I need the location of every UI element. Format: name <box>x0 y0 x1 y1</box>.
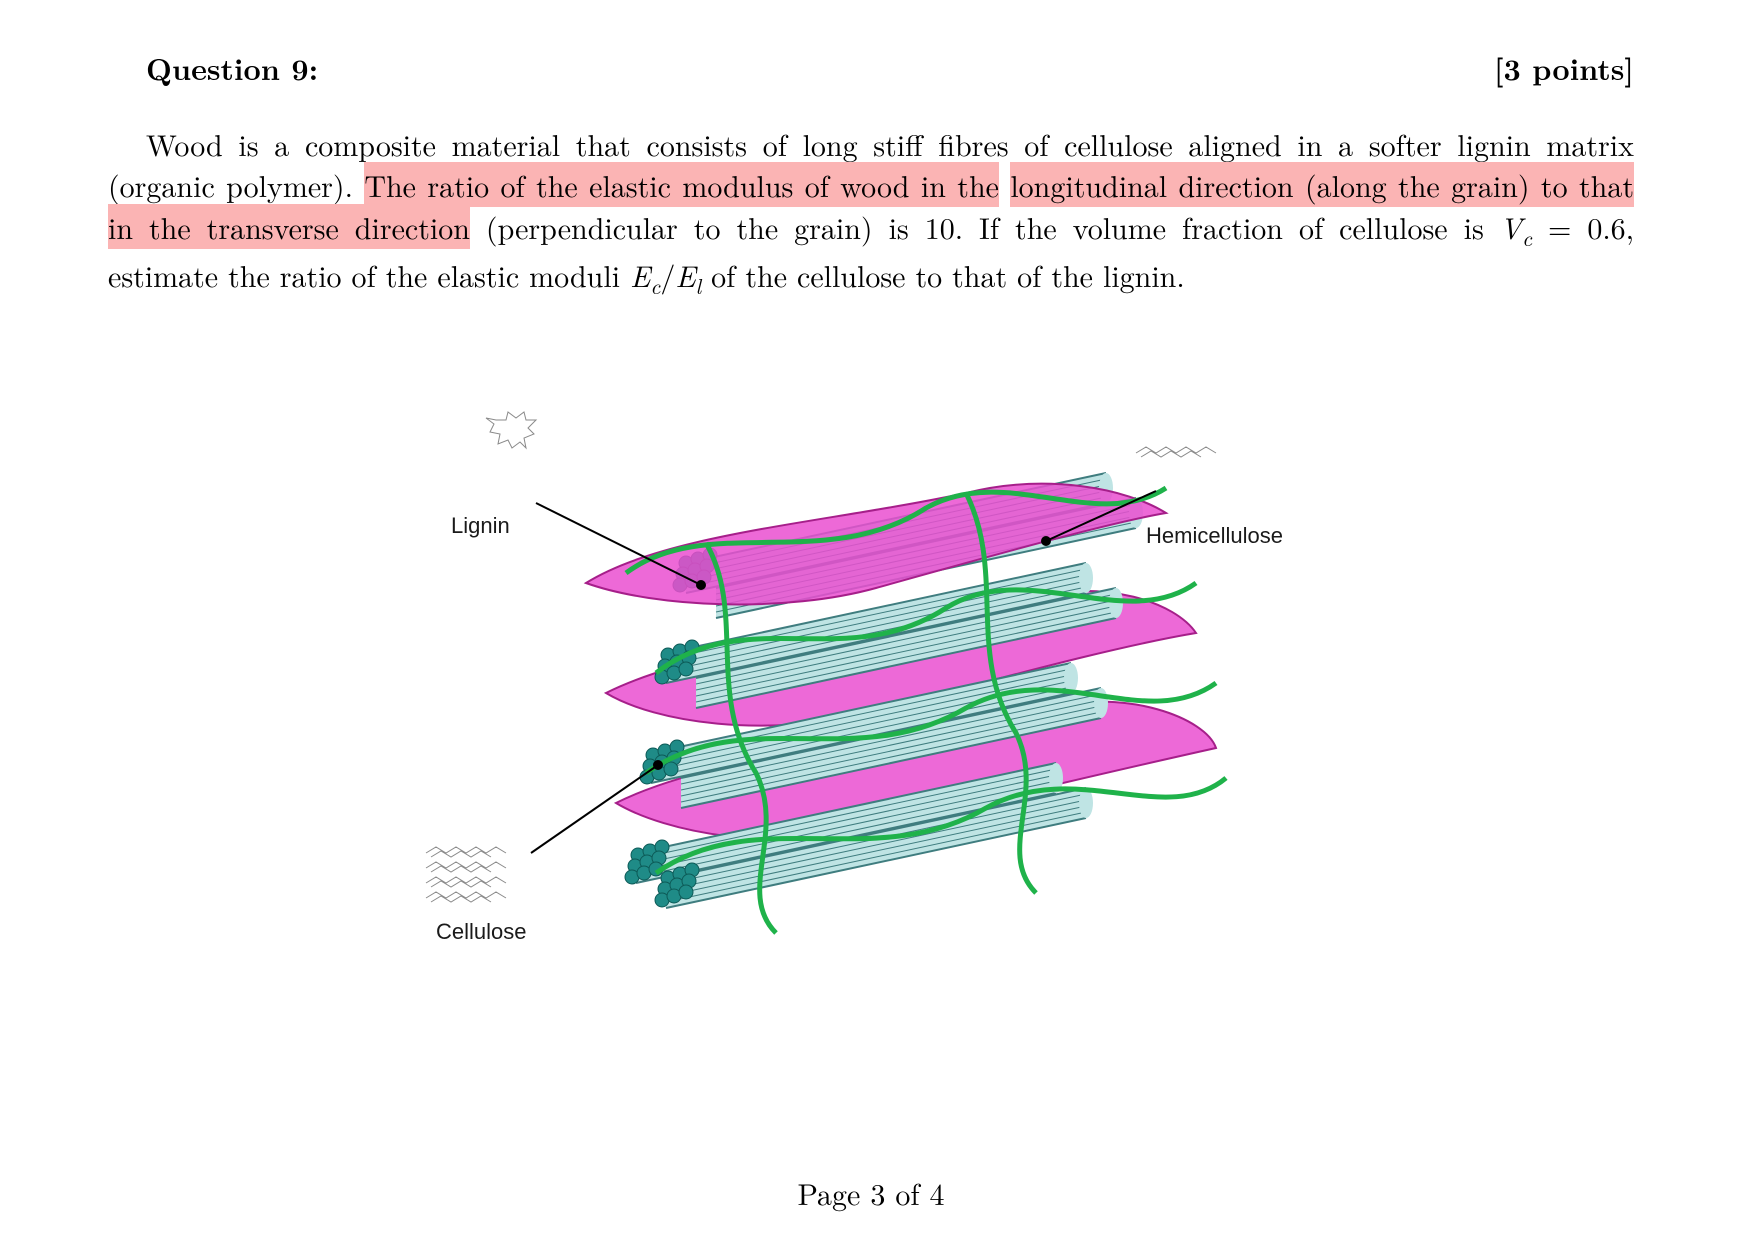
label-cellulose: Cellulose <box>436 919 527 944</box>
cellulose-molecule-icon <box>426 847 506 902</box>
slash: / <box>660 253 675 296</box>
page-footer: Page 3 of 4 <box>0 1171 1742 1214</box>
question-body: Wood is a composite material that consis… <box>108 123 1634 301</box>
sub-ec: c <box>650 271 660 301</box>
lignin-molecule-icon <box>486 412 536 448</box>
body-text-3: of the cellulose to that of the lignin. <box>701 253 1185 296</box>
question-header: Question 9: [3 points] <box>146 46 1634 89</box>
sub-vc: c <box>1522 223 1532 253</box>
hemicellulose-molecule-icon <box>1136 447 1216 457</box>
points-label: [3 points] <box>1494 46 1634 89</box>
var-el: E <box>675 253 695 296</box>
body-text-2: (perpendicular to the grain) is 10. If t… <box>470 205 1500 248</box>
page-container: Question 9: [3 points] Wood is a composi… <box>0 0 1742 1236</box>
wood-composite-diagram: Lignin Hemicellulose Cellulose <box>406 373 1336 983</box>
highlight-1: The ratio of the elastic modulus of wood… <box>364 162 999 207</box>
var-ec: E <box>630 253 650 296</box>
figure-wrap: Lignin Hemicellulose Cellulose <box>108 373 1634 983</box>
question-number: Question 9: <box>146 46 318 89</box>
label-lignin: Lignin <box>451 513 510 538</box>
label-hemicellulose: Hemicellulose <box>1146 523 1283 548</box>
var-vc: V <box>1500 205 1522 248</box>
